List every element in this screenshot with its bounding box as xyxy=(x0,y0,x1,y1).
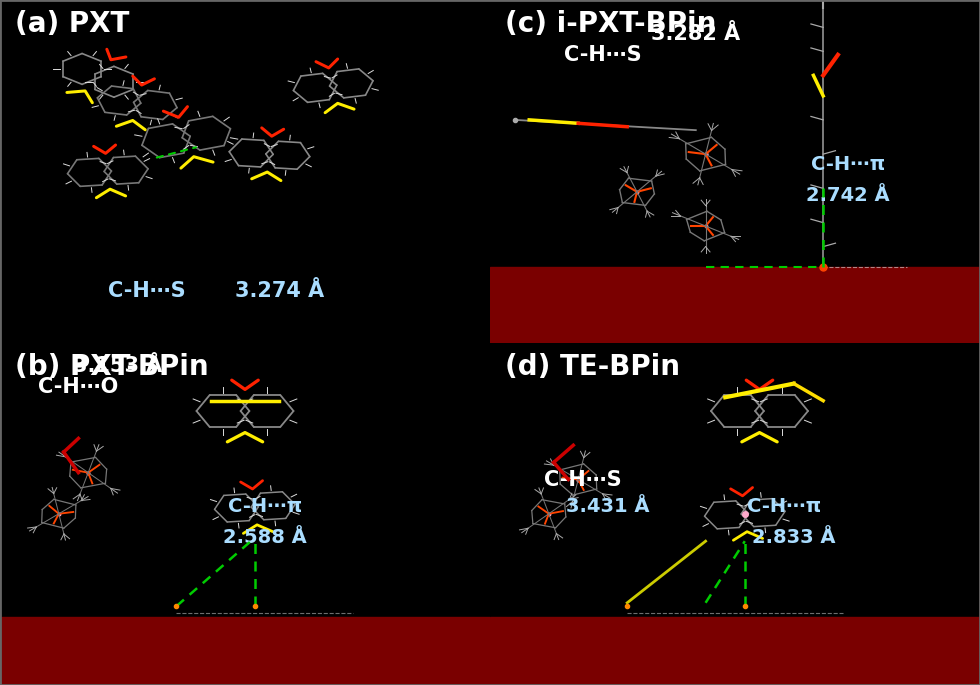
Text: (c) i-PXT-BPin: (c) i-PXT-BPin xyxy=(505,10,716,38)
Text: 3.431 Å: 3.431 Å xyxy=(565,497,650,516)
Text: C-H⋯π: C-H⋯π xyxy=(747,497,821,516)
Text: 3.274 Å: 3.274 Å xyxy=(235,281,323,301)
Text: C-H⋯π: C-H⋯π xyxy=(227,497,302,516)
Text: (d) TE-BPin: (d) TE-BPin xyxy=(505,353,680,381)
Text: 2.742 Å: 2.742 Å xyxy=(806,186,890,205)
Text: C-H⋯S: C-H⋯S xyxy=(564,45,642,65)
Text: 3.153 Å: 3.153 Å xyxy=(73,356,163,377)
Text: C-H⋯π: C-H⋯π xyxy=(810,155,885,174)
Text: C-H⋯S: C-H⋯S xyxy=(108,281,186,301)
Text: 2.588 Å: 2.588 Å xyxy=(222,528,307,547)
Bar xyxy=(490,267,980,342)
Bar xyxy=(490,616,980,685)
Text: C-H⋯O: C-H⋯O xyxy=(38,377,119,397)
Text: C-H⋯S: C-H⋯S xyxy=(544,469,622,490)
Text: 2.833 Å: 2.833 Å xyxy=(752,528,836,547)
Text: 3.282 Å: 3.282 Å xyxy=(652,24,740,45)
Text: (b) PXT-BPin: (b) PXT-BPin xyxy=(15,353,209,381)
Bar xyxy=(0,616,490,685)
Text: (a) PXT: (a) PXT xyxy=(15,10,129,38)
